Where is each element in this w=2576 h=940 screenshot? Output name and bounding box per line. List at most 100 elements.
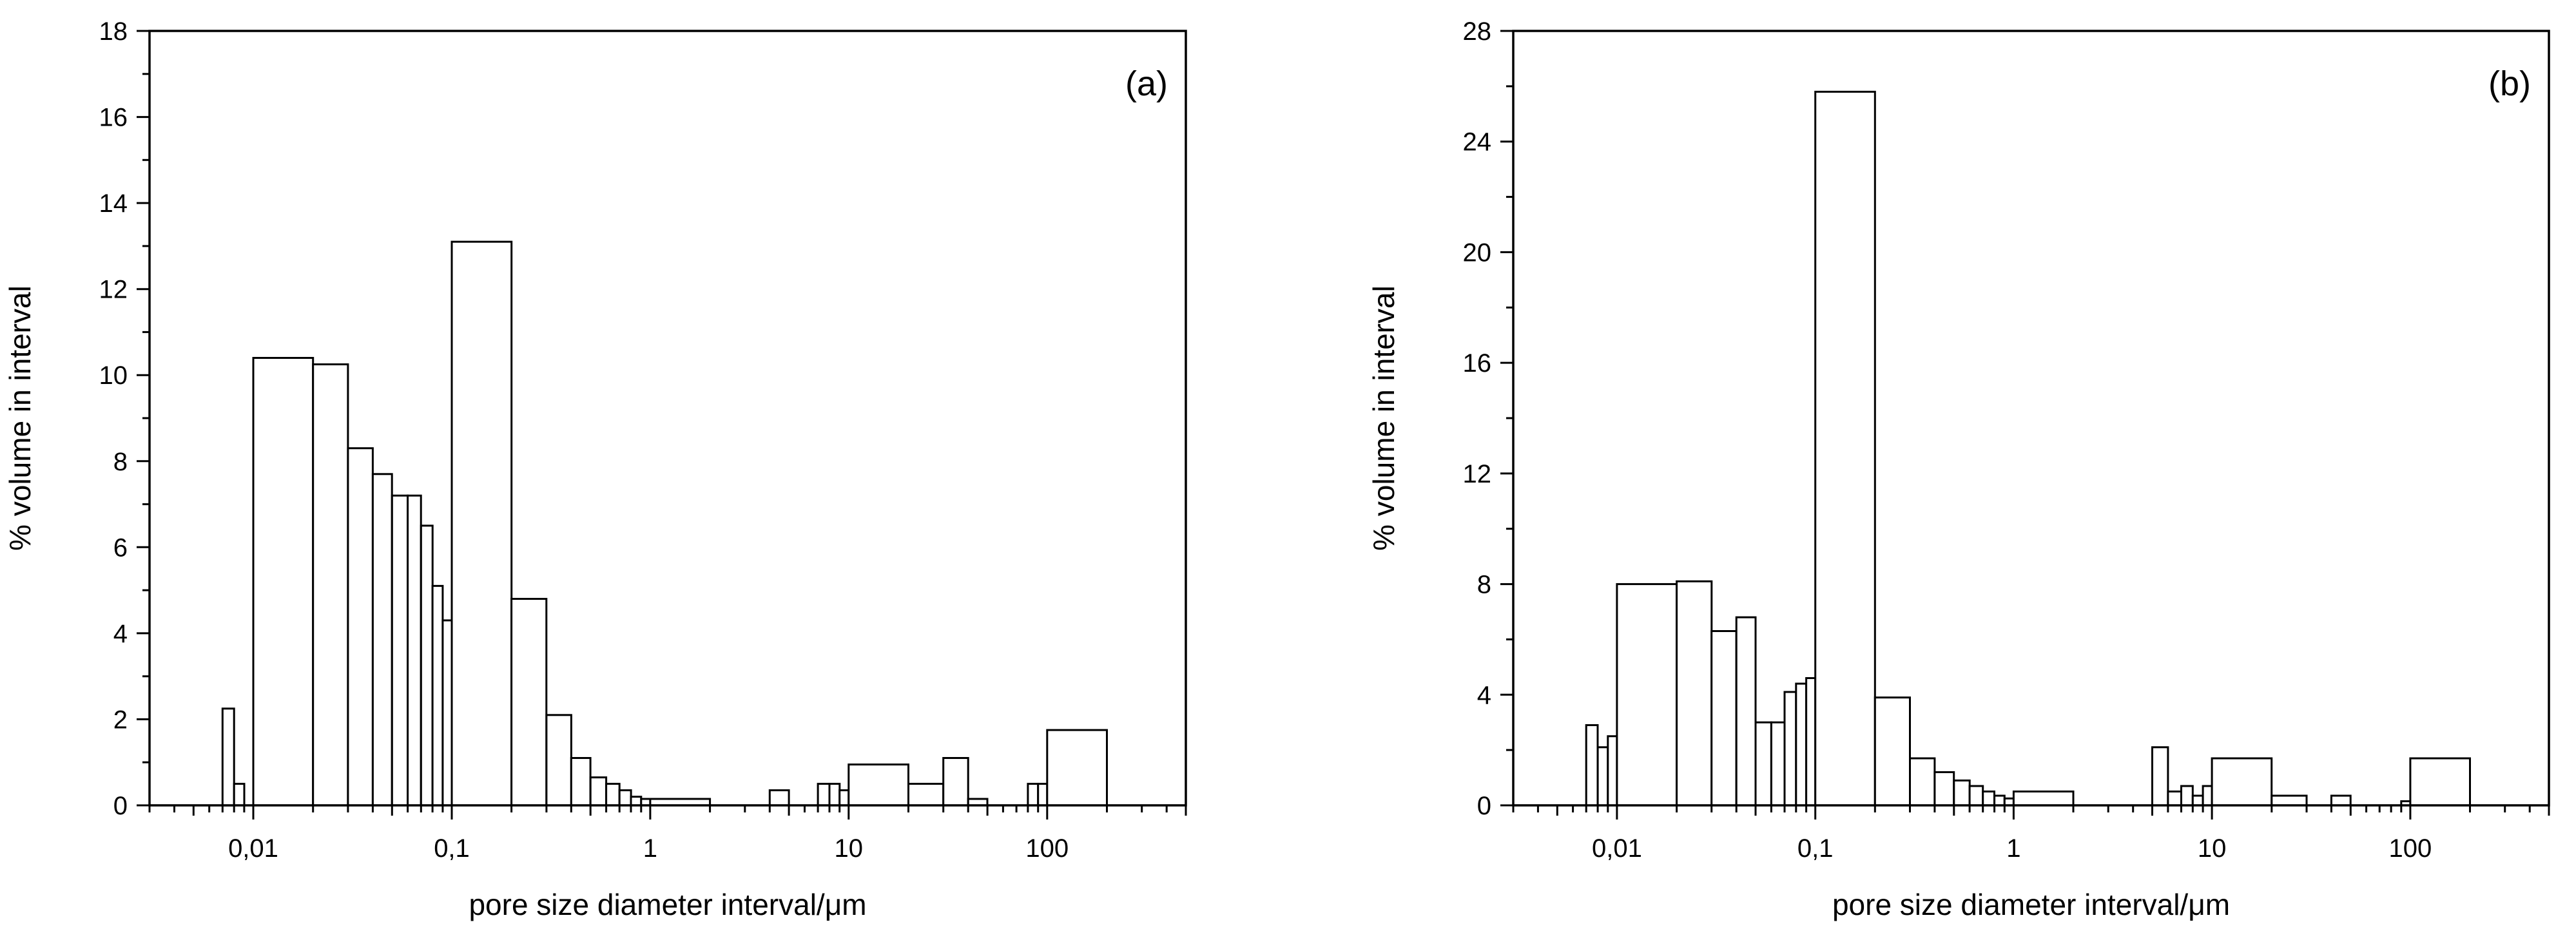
bar [2012,791,2075,807]
bar [1953,779,1971,807]
bar [1874,696,1912,807]
x-tick-label: 100 [2389,834,2432,863]
y-tick-label: 4 [113,620,128,648]
x-tick-label: 0,1 [434,834,470,863]
y-axis-label: % volume in interval [1367,285,1400,551]
bar [1607,735,1618,807]
bars [1585,90,2471,807]
bar [2151,746,2169,807]
bar [2191,794,2204,807]
bar [252,357,315,807]
bar [605,783,621,807]
x-axis-label: pore size diameter interval/μm [469,888,866,921]
x-tick-label: 1 [2006,834,2020,863]
x-tick-label: 0,01 [1592,834,1642,863]
bar [1770,721,1786,807]
bar [2271,794,2308,807]
y-tick-label: 0 [1477,792,1491,820]
y-tick-label: 8 [1477,571,1491,599]
bar [1585,724,1599,807]
bar [1754,721,1772,807]
x-tick-label: 10 [2198,834,2227,863]
bar [510,598,548,807]
bar [2202,785,2213,807]
x-axis-label: pore size diameter interval/μm [1832,888,2230,921]
x-tick-labels: 0,01 0,1 1 10 100 [1592,834,2432,863]
bar [1795,682,1808,807]
bar [1596,746,1609,807]
chart-panel-b: 0,01 0,1 1 10 100 0 4 8 12 16 20 24 28 pore size di… [1367,17,2550,921]
bar [1710,630,1738,807]
bar [2211,757,2273,807]
bar [1676,580,1713,807]
y-tick-label: 12 [1463,460,1492,488]
y-tick-labels: 0 2 4 6 8 10 12 14 16 18 [99,17,128,820]
bar [431,584,444,807]
bar [1037,783,1049,807]
plot-frame [1512,30,2550,807]
bar [2180,785,2194,807]
bar [828,783,841,807]
bar [1933,771,1955,807]
bar [407,494,422,807]
bars [221,240,1109,807]
y-tick-label: 14 [99,189,128,218]
bar [1993,794,2006,807]
x-tick-labels: 0,01 0,1 1 10 100 [228,834,1069,863]
bar [347,447,374,807]
bar [441,619,453,807]
bar [2409,757,2471,807]
bar [630,796,643,807]
bar [2330,794,2352,807]
plot-frame [148,30,1187,807]
bar [1616,583,1678,807]
bar [618,789,632,807]
y-tick-label: 24 [1463,128,1492,157]
y-tick-label: 20 [1463,238,1492,267]
axis-ticks [1500,30,2550,820]
bar [1805,677,1817,807]
bar [2167,791,2182,807]
bar [942,757,969,807]
chart-panel-a: 0,01 0,1 1 10 100 0 2 4 6 8 10 12 14 16 18 pore size … [3,17,1187,921]
y-tick-label: 4 [1477,681,1491,709]
bar [233,783,246,807]
y-axis-label: % volume in interval [3,285,37,551]
y-tick-label: 18 [99,17,128,46]
x-tick-label: 100 [1025,834,1069,863]
axis-ticks [137,30,1187,820]
x-tick-label: 0,01 [228,834,278,863]
bar [768,789,790,807]
x-tick-label: 1 [643,834,657,863]
x-tick-label: 0,1 [1797,834,1834,863]
bar [312,363,349,807]
y-tick-label: 6 [113,533,128,562]
bar [420,524,434,807]
bar [545,714,572,807]
bar [221,707,235,807]
y-tick-label: 28 [1463,17,1492,46]
bar [1783,691,1797,807]
bar [589,776,608,807]
bar [570,757,592,807]
y-tick-label: 16 [99,104,128,132]
bar [1814,90,1876,807]
y-tick-label: 10 [99,361,128,390]
y-tick-label: 16 [1463,349,1492,378]
panel-label: (b) [2488,64,2531,103]
bar [391,494,409,807]
bar [1982,791,1995,807]
bar [817,783,831,807]
y-tick-label: 12 [99,276,128,304]
y-tick-label: 8 [113,448,128,476]
bar [907,783,945,807]
bar [1735,616,1757,807]
bar [847,763,910,807]
bar [1909,757,1936,807]
y-tick-labels: 0 4 8 12 16 20 24 28 [1463,17,1492,820]
bar [1968,785,1984,807]
panel-label: (a) [1125,64,1168,103]
bar [1027,783,1040,807]
y-tick-label: 2 [113,705,128,734]
